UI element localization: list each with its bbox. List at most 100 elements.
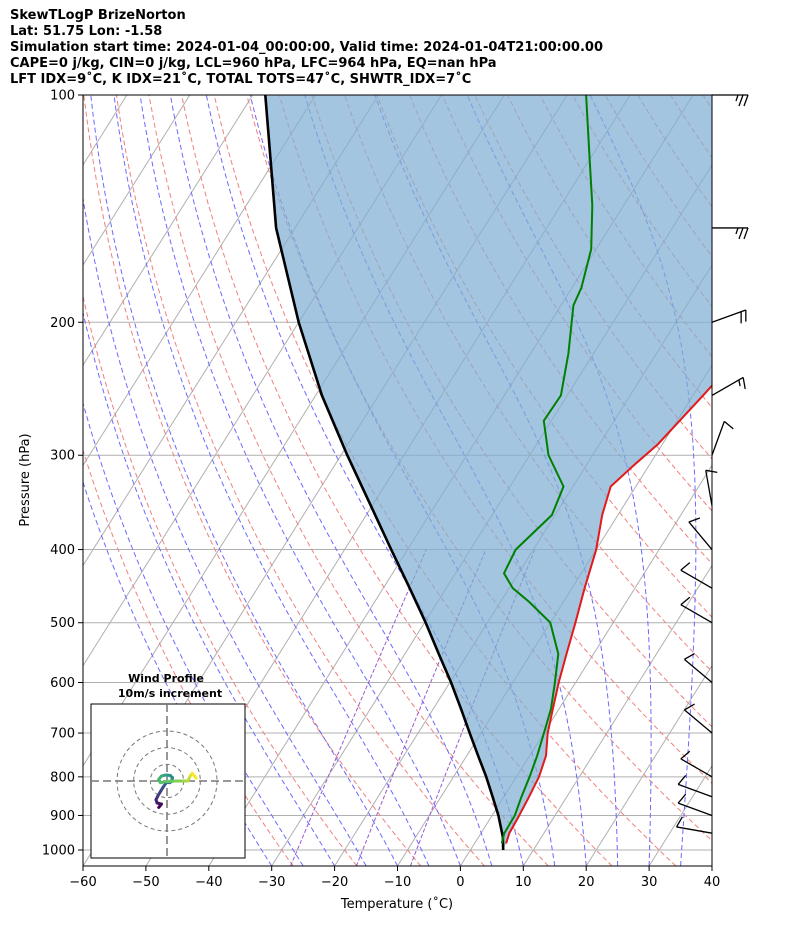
moist-adiabat [83, 195, 367, 866]
isotherm-line [0, 95, 1, 866]
wind-barb [675, 816, 713, 834]
barb-flag [688, 517, 701, 523]
x-tick-label: −50 [132, 875, 159, 890]
hodograph-inset [90, 703, 246, 859]
x-tick-label: −40 [195, 875, 222, 890]
x-tick-label: 40 [704, 875, 721, 890]
x-tick-label: −60 [69, 875, 96, 890]
barb-staff [705, 470, 713, 506]
dry-adiabat [181, 95, 613, 866]
x-tick-label: −10 [384, 875, 411, 890]
wind-barb [677, 775, 713, 798]
moist-adiabat [711, 861, 712, 866]
barb-half [735, 94, 739, 102]
moist-adiabat [83, 480, 273, 866]
wind-barb [680, 562, 713, 589]
barb-flag [677, 793, 687, 804]
wind-barb [680, 750, 713, 778]
barb-flag [743, 94, 749, 107]
hodograph-body [91, 704, 245, 858]
dry-adiabat [735, 95, 794, 866]
y-tick-label: 700 [50, 727, 75, 742]
barb-flag [684, 703, 695, 711]
wind-barb [712, 94, 749, 107]
y-tick-label: 600 [50, 676, 75, 691]
barb-flag [738, 227, 744, 240]
title-line-times: Simulation start time: 2024-01-04_00:00:… [10, 40, 603, 55]
isotherm-line [83, 95, 254, 367]
title-line-indices-2: LFT IDX=9˚C, K IDX=21˚C, TOTAL TOTS=47˚C… [10, 72, 472, 87]
wind-barb [705, 469, 718, 506]
barb-flag [705, 469, 718, 473]
dry-adiabat [83, 448, 294, 866]
barb-flag [675, 816, 683, 828]
isotherm-line [775, 95, 794, 866]
isotherm-line [83, 95, 191, 266]
barb-staff [677, 783, 713, 798]
mixing-ratio-line [355, 549, 487, 866]
wind-barb [684, 703, 713, 734]
barb-flag [738, 94, 744, 107]
axes: −60 −50 −40 −30 −20 −10 0 10 20 30 40 100 200 300 400 5… [42, 89, 720, 891]
isotherm-line [585, 664, 712, 866]
title-line-indices-1: CAPE=0 j/kg, CIN=0 j/kg, LCL=960 hPa, LF… [10, 56, 497, 71]
dry-adiabat [702, 95, 712, 110]
isotherm-line [522, 564, 712, 866]
wind-barb [677, 793, 713, 817]
title-line-station: SkewTLogP BrizeNorton [10, 8, 186, 23]
barb-staff [684, 709, 713, 734]
barb-staff [680, 604, 713, 624]
moist-adiabat [83, 310, 336, 866]
dewpoint-line [500, 95, 594, 844]
barb-flag [680, 562, 691, 571]
barb-flag [680, 750, 691, 760]
barb-staff [711, 421, 725, 456]
isotherm-line [83, 95, 317, 467]
barb-half [735, 227, 739, 235]
barb-staff [711, 309, 747, 323]
barb-half [738, 379, 741, 387]
barb-flag [677, 775, 687, 785]
y-tick-label: 300 [50, 449, 75, 464]
dry-adiabat [278, 95, 712, 784]
dry-adiabat [83, 294, 358, 866]
wind-barb [711, 420, 734, 456]
mixing-ratio-line [290, 549, 427, 866]
x-tick-label: −20 [321, 875, 348, 890]
title-line-location: Lat: 51.75 Lon: -1.58 [10, 24, 163, 39]
moist-adiabat [113, 95, 430, 866]
barb-flag [723, 420, 734, 430]
temperature-line [505, 384, 712, 844]
y-tick-label: 500 [50, 616, 75, 631]
y-tick-label: 200 [50, 316, 75, 331]
x-tick-label: 10 [515, 875, 532, 890]
barb-flag [743, 227, 749, 240]
wind-barb [711, 309, 747, 324]
x-tick-label: 0 [456, 875, 464, 890]
x-tick-label: 30 [641, 875, 658, 890]
wind-barb [712, 227, 749, 240]
barb-staff [676, 826, 713, 834]
barb-staff [688, 521, 713, 550]
moist-adiabat [90, 95, 398, 866]
barb-staff [711, 376, 744, 397]
chart-title-block: SkewTLogP BrizeNorton Lat: 51.75 Lon: -1… [10, 8, 603, 88]
moist-adiabat [139, 95, 461, 866]
y-tick-label: 900 [50, 809, 75, 824]
wind-barb [684, 652, 713, 684]
y-tick-label: 400 [50, 543, 75, 558]
barb-flag [742, 377, 746, 390]
hodograph-segment [190, 771, 198, 780]
dry-adiabat [768, 95, 794, 866]
hodograph-title: Wind Profile [128, 672, 204, 685]
barb-staff [680, 758, 713, 778]
dry-adiabat [115, 95, 485, 866]
wind-barbs [675, 94, 749, 834]
moist-adiabat [83, 401, 304, 866]
wind-barb [711, 376, 746, 397]
y-tick-label: 1000 [42, 844, 75, 859]
hodograph-subtitle: 10m/s increment [118, 687, 222, 700]
barb-flag [684, 652, 695, 660]
barb-staff [677, 802, 713, 817]
